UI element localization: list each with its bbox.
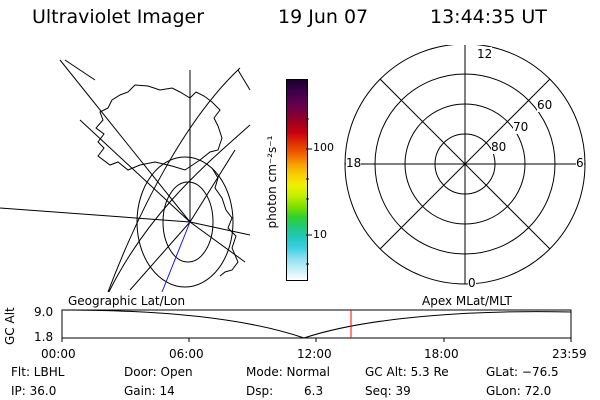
lat-label-80: 80 <box>491 140 507 154</box>
geographic-map <box>0 59 251 292</box>
app-title: Ultraviolet Imager <box>32 6 205 28</box>
x-tick-2359: 23:59 <box>552 347 587 361</box>
mlt-label-6: 6 <box>576 156 584 170</box>
x-tick-0600: 06:00 <box>169 347 204 361</box>
lon-line-3 <box>79 119 191 223</box>
date-label: 19 Jun 07 <box>278 6 369 28</box>
satellite-track <box>161 221 191 292</box>
lat-arc-outer <box>108 124 251 292</box>
colorbar <box>286 79 308 281</box>
status-mode: Mode: Normal <box>246 365 330 379</box>
timeline-y-label: GC Alt <box>3 307 17 345</box>
polar-plot <box>344 45 586 285</box>
status-filter: Flt: LBHL <box>11 365 65 379</box>
status-seq: Seq: 39 <box>365 384 411 398</box>
colorbar-ticks <box>306 118 312 265</box>
mlt-label-0: 0 <box>468 276 476 290</box>
lat-ellipse-outer <box>136 156 234 288</box>
time-label: 13:44:35 UT <box>430 6 547 28</box>
lat-ellipse-inner <box>162 181 214 263</box>
lon-line-8 <box>237 69 251 91</box>
status-ip: IP: 36.0 <box>11 384 57 398</box>
x-tick-0000: 00:00 <box>41 347 76 361</box>
lon-line-6 <box>129 221 191 291</box>
colorbar-tick-10: 10 <box>313 228 327 241</box>
lon-line-7 <box>189 221 246 263</box>
altitude-curve <box>61 309 572 339</box>
mlt-line-diag-2 <box>379 78 551 250</box>
lon-line-5 <box>189 149 236 223</box>
status-glon: GLon: 72.0 <box>486 384 552 398</box>
lat-arc-mid <box>107 67 241 292</box>
status-gc-alt: GC Alt: 5.3 Re <box>365 365 449 379</box>
status-door: Door: Open <box>124 365 193 379</box>
colorbar-label: photon cm⁻²s⁻¹ <box>265 135 279 229</box>
x-tick-1800: 18:00 <box>424 347 459 361</box>
mlt-label-18: 18 <box>346 156 362 170</box>
timeline-y-tick-low: 1.8 <box>34 330 54 344</box>
status-dsp-label: Dsp: <box>246 384 274 398</box>
colorbar-tick-100: 100 <box>313 141 334 154</box>
coastline-east <box>211 167 239 277</box>
lon-line-1 <box>59 59 191 223</box>
status-glat: GLat: −76.5 <box>486 365 559 379</box>
status-dsp-value: 6.3 <box>304 384 324 398</box>
lon-line-9 <box>64 59 96 81</box>
timeline-right-caption: Apex MLat/MLT <box>422 294 512 308</box>
timeline-y-tick-high: 9.0 <box>34 305 54 319</box>
timeline-left-caption: Geographic Lat/Lon <box>68 294 186 308</box>
x-tick-1200: 12:00 <box>297 347 332 361</box>
lat-label-70: 70 <box>513 120 529 134</box>
altitude-timeline <box>61 309 572 342</box>
status-gain: Gain: 14 <box>124 384 175 398</box>
lat-label-60: 60 <box>537 98 553 112</box>
coastline <box>95 84 223 171</box>
mlt-label-12: 12 <box>477 47 493 61</box>
